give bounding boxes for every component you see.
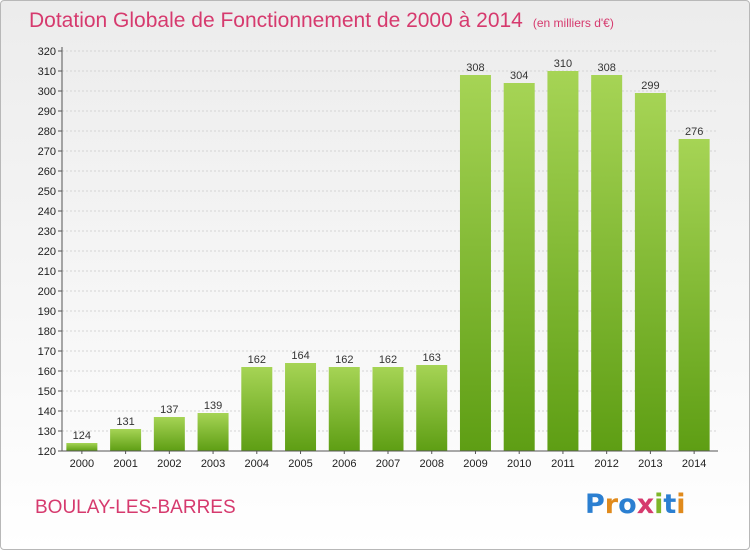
- x-tick-label: 2001: [113, 458, 137, 470]
- y-tick-label: 140: [38, 406, 56, 418]
- y-tick-label: 120: [38, 446, 56, 458]
- labels: 120 130 140 150 160 170 180 190 200 210 220 230 240 2…: [38, 46, 707, 470]
- x-tick-label: 2005: [288, 458, 312, 470]
- y-tick-label: 290: [38, 106, 56, 118]
- x-tick-label: 2009: [463, 458, 487, 470]
- y-tick-label: 150: [38, 386, 56, 398]
- y-tick-label: 200: [38, 286, 56, 298]
- x-tick-label: 2006: [332, 458, 356, 470]
- bar: [678, 139, 710, 451]
- chart-title: Dotation Globale de Fonctionnement de 20…: [29, 9, 614, 33]
- x-tick-label: 2004: [245, 458, 269, 470]
- bar: [110, 429, 142, 451]
- y-tick-label: 240: [38, 206, 56, 218]
- y-tick-label: 210: [38, 266, 56, 278]
- data-label: 162: [335, 354, 353, 366]
- y-tick-label: 270: [38, 146, 56, 158]
- y-tick-label: 250: [38, 186, 56, 198]
- bar: [634, 93, 666, 451]
- y-tick-label: 230: [38, 226, 56, 238]
- bar: [153, 417, 185, 451]
- proxiti-logo: Proxiti: [585, 489, 686, 520]
- bar: [459, 75, 491, 451]
- data-label: 299: [641, 80, 659, 92]
- chart-unit: (en milliers d'€): [532, 16, 614, 30]
- logo-letter: o: [618, 489, 637, 520]
- data-label: 124: [73, 430, 91, 442]
- logo-letter: r: [604, 489, 619, 520]
- y-tick-label: 280: [38, 126, 56, 138]
- x-tick-label: 2010: [507, 458, 531, 470]
- logo-letter: t: [663, 489, 677, 520]
- bar: [66, 443, 98, 451]
- x-tick-label: 2002: [157, 458, 181, 470]
- y-tick-label: 130: [38, 426, 56, 438]
- y-tick-label: 180: [38, 326, 56, 338]
- y-tick-label: 170: [38, 346, 56, 358]
- x-tick-label: 2007: [376, 458, 400, 470]
- bar: [547, 71, 579, 451]
- data-label: 308: [597, 62, 615, 74]
- data-label: 310: [554, 58, 572, 70]
- data-label: 131: [116, 416, 134, 428]
- logo-letter: i: [654, 489, 664, 520]
- bar: [503, 83, 535, 451]
- y-tick-label: 260: [38, 166, 56, 178]
- x-tick-label: 2011: [551, 458, 575, 470]
- y-tick-label: 190: [38, 306, 56, 318]
- axes: [58, 47, 718, 454]
- logo-letter: i: [676, 489, 686, 520]
- data-label: 162: [379, 354, 397, 366]
- x-tick-label: 2000: [70, 458, 94, 470]
- logo-letter: x: [636, 489, 655, 520]
- chart-title-text: Dotation Globale de Fonctionnement de 20…: [29, 9, 523, 32]
- y-tick-label: 220: [38, 246, 56, 258]
- data-label: 304: [510, 70, 528, 82]
- data-label: 162: [248, 354, 266, 366]
- y-tick-label: 300: [38, 86, 56, 98]
- bars: [66, 71, 710, 451]
- bar: [285, 363, 317, 451]
- commune-name: BOULAY-LES-BARRES: [35, 497, 236, 518]
- bar: [241, 367, 273, 451]
- logo-letter: P: [585, 489, 605, 520]
- x-tick-label: 2003: [201, 458, 225, 470]
- data-label: 163: [423, 352, 441, 364]
- y-tick-label: 320: [38, 46, 56, 58]
- data-label: 139: [204, 400, 222, 412]
- bar: [197, 413, 229, 451]
- data-label: 164: [291, 350, 309, 362]
- y-tick-label: 160: [38, 366, 56, 378]
- x-tick-label: 2008: [419, 458, 443, 470]
- x-tick-label: 2012: [594, 458, 618, 470]
- x-tick-label: 2014: [682, 458, 706, 470]
- y-tick-label: 310: [38, 66, 56, 78]
- data-label: 276: [685, 126, 703, 138]
- data-label: 308: [466, 62, 484, 74]
- bar: [416, 365, 448, 451]
- bar: [372, 367, 404, 451]
- bar: [328, 367, 360, 451]
- data-label: 137: [160, 404, 178, 416]
- bar: [591, 75, 623, 451]
- x-tick-label: 2013: [638, 458, 662, 470]
